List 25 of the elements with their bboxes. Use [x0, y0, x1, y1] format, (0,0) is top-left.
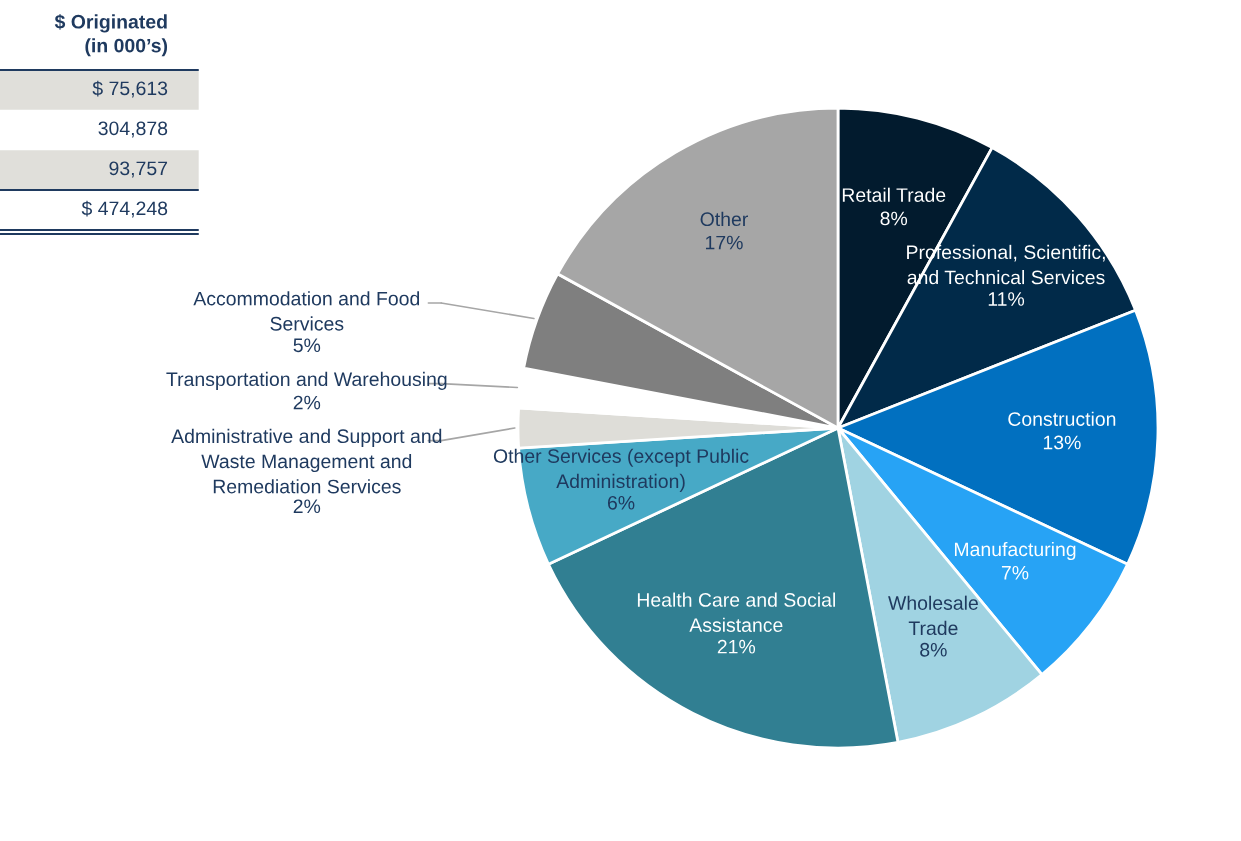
text: $ Originated (in 000’s) [54, 14, 168, 57]
slice-label: Health Care and Social Assistance [637, 592, 835, 632]
data-label: 5% [293, 338, 321, 353]
data-label: 8% [920, 642, 947, 657]
slice-label: Other [700, 211, 748, 227]
data-label: 17% [706, 235, 743, 250]
data-label: 13% [1043, 435, 1081, 450]
text: $ 474,248 [81, 200, 168, 218]
slice-label: Retail Trade [842, 187, 946, 202]
slice-label: Construction [1008, 411, 1116, 426]
data-label: 6% [607, 495, 635, 510]
data-label: 21% [717, 639, 756, 654]
data-label: 7% [1001, 565, 1029, 580]
slice-label: Accommodation and Food Services [193, 291, 420, 331]
data-label: 2% [293, 499, 321, 514]
text: 304,878 [98, 121, 168, 138]
slice-label: Administrative and Support and Waste Management and Remediation Services [171, 428, 442, 494]
data-label: 2% [293, 395, 321, 410]
slice-label: Wholesale Trade [888, 595, 978, 636]
data-label: 8% [880, 211, 908, 226]
slice-label: Manufacturing [954, 541, 1076, 561]
data-label: 11% [988, 292, 1025, 306]
text: 93,757 [109, 161, 168, 178]
text: $ 75,613 [92, 80, 168, 98]
slice-label: Transportation and Warehousing [166, 371, 447, 390]
